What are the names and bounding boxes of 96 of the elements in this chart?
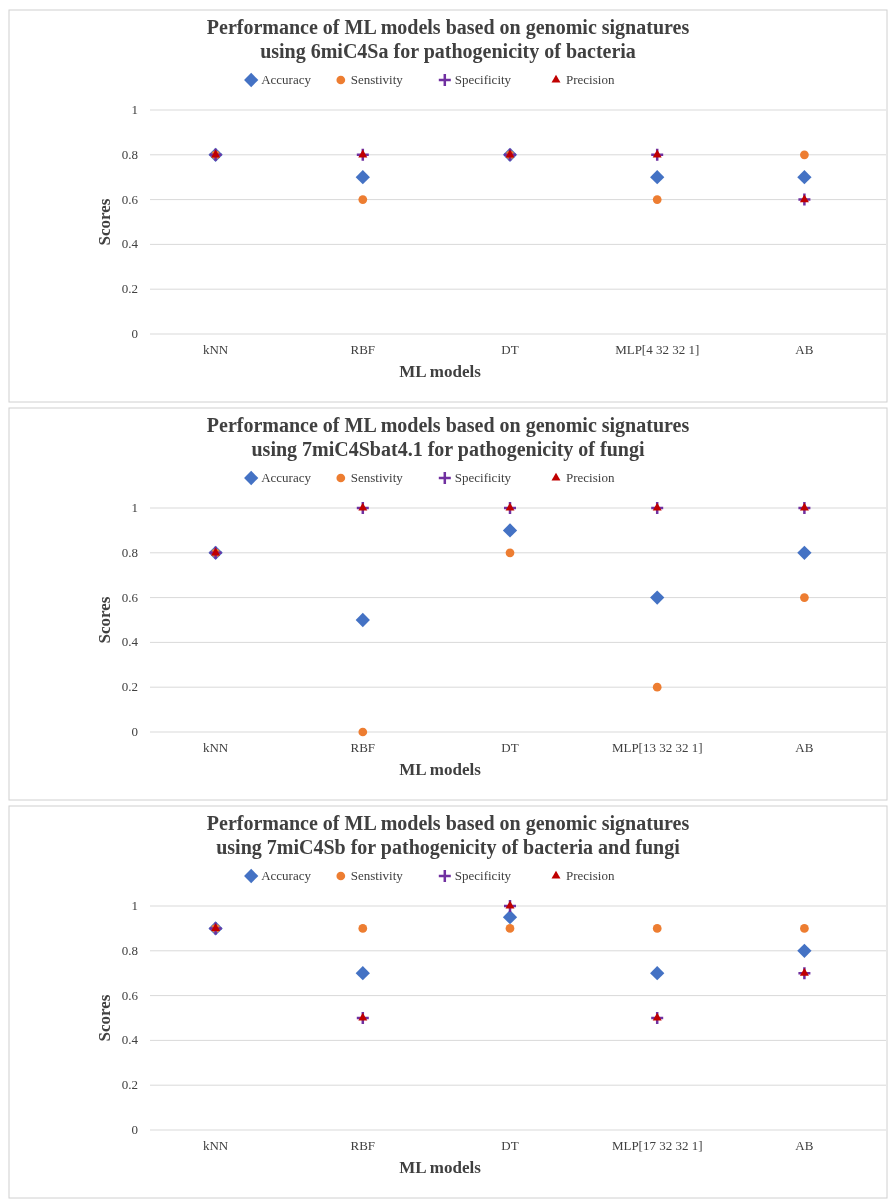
point (650, 170, 665, 185)
point (649, 147, 665, 163)
point (505, 900, 515, 909)
x-tick-label: RBF (350, 342, 376, 357)
point (652, 1012, 662, 1021)
legend-label: Specificity (454, 72, 512, 87)
y-tick-label: 0.4 (121, 236, 139, 252)
y-tick-label: 0.6 (121, 191, 139, 207)
point (355, 170, 370, 185)
point (799, 502, 809, 511)
legend-label: Precision (566, 868, 615, 883)
point (797, 545, 812, 560)
point (355, 966, 370, 981)
point (797, 500, 812, 516)
point (799, 968, 809, 976)
point (797, 965, 812, 981)
point (358, 502, 368, 511)
legend-label: Precision (566, 470, 615, 485)
point (797, 943, 812, 958)
x-tick-label: MLP[13 32 32 1] (611, 740, 703, 755)
x-tick-label: DT (501, 740, 519, 755)
x-tick-label: RBF (350, 740, 376, 755)
point (652, 682, 662, 692)
y-tick-label: 0.2 (121, 281, 138, 297)
point (355, 612, 370, 628)
legend-label: Precision (566, 72, 615, 87)
y-tick-label: 0.8 (121, 544, 138, 560)
point (358, 195, 368, 204)
x-tick-label: AB (795, 1138, 814, 1153)
point (502, 500, 518, 516)
y-tick-label: 0.6 (121, 987, 139, 1003)
y-tick-label: 0.2 (121, 1077, 138, 1093)
x-tick-label: kNN (202, 342, 229, 357)
point (652, 502, 662, 511)
point (797, 192, 812, 207)
chart-title: Performance of ML models based on genomic signatures using 7miC4Sbat4.1 for pathogenicity of fungi (206, 414, 690, 461)
x-tick-label: kNN (202, 1138, 229, 1153)
chart-title: Performance of ML models based on genomic signatures using 6miC4Sa for pathogenicity of bacteria (206, 16, 690, 63)
x-tick-label: MLP[4 32 32 1] (615, 342, 700, 357)
point (358, 924, 368, 933)
point (652, 195, 662, 204)
legend-label: Accuracy (261, 72, 312, 87)
point (800, 150, 809, 160)
x-tick-label: DT (501, 342, 519, 357)
point (358, 727, 368, 737)
y-tick-label: 0.2 (121, 679, 138, 695)
point (355, 147, 371, 163)
point (649, 500, 665, 516)
x-axis-title: ML models (399, 1158, 482, 1177)
legend-label: Specificity (454, 470, 512, 485)
point (355, 1010, 371, 1026)
point (649, 1010, 665, 1026)
y-tick-label: 0 (131, 326, 138, 341)
y-axis-title: Scores (95, 596, 114, 644)
x-tick-label: DT (501, 1138, 519, 1153)
y-tick-label: 0.4 (121, 1032, 139, 1048)
y-tick-label: 0 (131, 1122, 138, 1137)
point (797, 170, 812, 185)
x-tick-label: AB (795, 342, 814, 357)
y-tick-label: 0.8 (121, 942, 138, 958)
point (355, 500, 371, 516)
legend-label: Senstivity (350, 72, 404, 87)
legend-label: Senstivity (350, 470, 404, 485)
x-tick-label: MLP[17 32 32 1] (611, 1138, 703, 1153)
legend-label: Accuracy (261, 470, 312, 485)
y-tick-label: 1 (131, 500, 138, 515)
chart-title: Performance of ML models based on genomic signatures using 7miC4Sb for pathogenicity of bacteria and fungi (206, 812, 690, 859)
point (800, 924, 809, 933)
y-axis-title: Scores (95, 994, 114, 1042)
x-tick-label: kNN (202, 740, 229, 755)
x-axis-title: ML models (399, 760, 482, 779)
point (650, 590, 665, 605)
point (652, 924, 662, 933)
point (505, 548, 515, 558)
x-tick-label: RBF (350, 1138, 376, 1153)
point (505, 924, 515, 933)
y-tick-label: 1 (131, 898, 138, 913)
y-tick-label: 0.6 (121, 589, 139, 605)
legend-label: Senstivity (350, 868, 404, 883)
point (799, 194, 809, 203)
point (358, 1012, 368, 1021)
legend-label: Accuracy (261, 868, 312, 883)
x-axis-title: ML models (399, 362, 482, 381)
point (502, 898, 518, 914)
y-tick-label: 0.4 (121, 634, 139, 650)
y-axis-title: Scores (95, 198, 114, 246)
x-tick-label: AB (795, 740, 814, 755)
point (650, 966, 665, 981)
point (505, 502, 515, 511)
legend-label: Specificity (454, 868, 512, 883)
y-tick-label: 0.8 (121, 146, 138, 162)
point (502, 523, 518, 538)
point (502, 910, 518, 925)
y-tick-label: 0 (131, 724, 138, 739)
point (800, 593, 809, 602)
y-tick-label: 1 (131, 102, 138, 117)
